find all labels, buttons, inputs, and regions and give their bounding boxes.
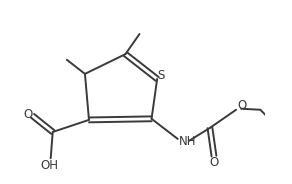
Text: O: O [210, 156, 219, 169]
Text: O: O [23, 108, 32, 121]
Text: S: S [157, 69, 164, 82]
Text: OH: OH [41, 159, 59, 172]
Text: O: O [238, 99, 247, 112]
Text: NH: NH [179, 135, 196, 148]
